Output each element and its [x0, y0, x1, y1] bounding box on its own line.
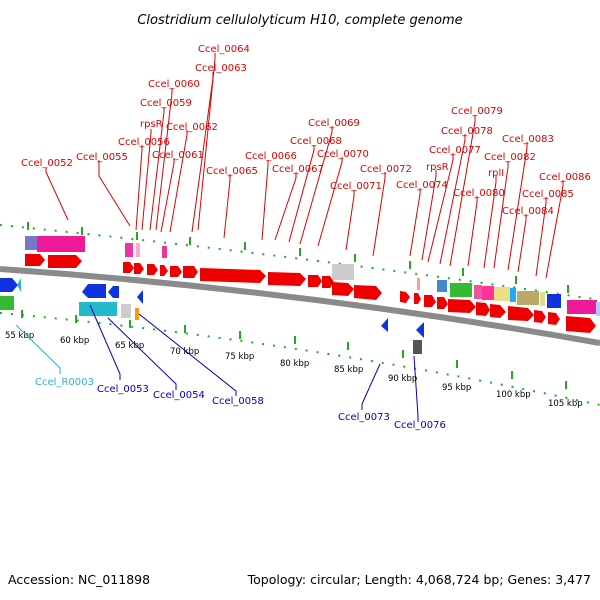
gene-label: rplI	[488, 168, 504, 179]
gene-label: Ccel_0074	[396, 180, 448, 191]
gene-label: Ccel_0073	[338, 412, 390, 423]
upper-feature-blocks	[25, 236, 600, 316]
upper-gene-labels: Ccel_0064 Ccel_0063 Ccel_0060 Ccel_0059 …	[21, 44, 591, 217]
gene-label: Ccel_0064	[198, 44, 250, 55]
lower-leader-lines	[15, 304, 419, 422]
gene-label: Ccel_0059	[140, 98, 192, 109]
gene-label: Ccel_0054	[153, 390, 205, 401]
gene-label: Ccel_0078	[441, 126, 493, 137]
gene-label: Ccel_0062	[166, 122, 218, 133]
gene-label: Ccel_0065	[206, 166, 258, 177]
gene-label: Ccel_0084	[502, 206, 554, 217]
gene-label: Ccel_0052	[21, 158, 73, 169]
gene-label: Ccel_0068	[290, 136, 342, 147]
tick-label: 90 kbp	[388, 374, 417, 384]
tick-label: 85 kbp	[334, 365, 363, 375]
gene-label: Ccel_0063	[195, 63, 247, 74]
tick-label: 65 kbp	[115, 341, 144, 351]
gene-label: Ccel_0083	[502, 134, 554, 145]
accession-text: Accession: NC_011898	[8, 572, 151, 587]
gene-label: Ccel_0071	[330, 181, 382, 192]
gene-label: rpsR	[140, 119, 163, 130]
forward-gene-arrows	[25, 254, 596, 333]
gene-label: Ccel_0056	[118, 137, 170, 148]
gene-label: Ccel_0061	[152, 150, 204, 161]
gene-label: Ccel_0072	[360, 164, 412, 175]
map-title: Clostridium cellulolyticum H10, complete…	[137, 13, 462, 28]
tick-label: 70 kbp	[170, 347, 199, 357]
gene-label: Ccel_0069	[308, 118, 360, 129]
kbp-tick-labels: 55 kbp 60 kbp 65 kbp 70 kbp 75 kbp 80 kb…	[5, 331, 583, 409]
genome-backbone	[0, 266, 600, 346]
tick-label: 55 kbp	[5, 331, 34, 341]
gene-label: Ccel_0079	[451, 106, 503, 117]
tick-label: 80 kbp	[280, 359, 309, 369]
lower-gene-labels: Ccel_R0003 Ccel_0053 Ccel_0054 Ccel_0058…	[35, 377, 446, 431]
gene-label: Ccel_0080	[453, 188, 505, 199]
gene-label: Ccel_0066	[245, 151, 297, 162]
tick-label: 105 kbp	[548, 399, 583, 409]
gene-label: Ccel_0058	[212, 396, 264, 407]
tick-label: 60 kbp	[60, 336, 89, 346]
gene-label: Ccel_0053	[97, 384, 149, 395]
gene-label: Ccel_0085	[522, 189, 574, 200]
inner-major-ticks	[21, 310, 567, 389]
gene-label: Ccel_0077	[429, 145, 481, 156]
gene-label: Ccel_0086	[539, 172, 591, 183]
gene-label: Ccel_0082	[484, 152, 536, 163]
gene-label: rpsR	[426, 162, 449, 173]
gene-label: Ccel_0060	[148, 79, 200, 90]
tick-label: 95 kbp	[442, 383, 471, 393]
outer-major-ticks	[27, 222, 569, 293]
gene-label: Ccel_0067	[272, 164, 324, 175]
gene-label: Ccel_0076	[394, 420, 446, 431]
genome-summary-text: Topology: circular; Length: 4,068,724 bp…	[247, 572, 591, 587]
reverse-gene-arrows	[0, 278, 424, 354]
gene-label-rna: Ccel_R0003	[35, 377, 94, 388]
gene-label: Ccel_0070	[317, 149, 369, 160]
tick-label: 100 kbp	[496, 390, 531, 400]
gene-label: Ccel_0055	[76, 152, 128, 163]
upper-leader-lines	[45, 53, 564, 279]
tick-label: 75 kbp	[225, 352, 254, 362]
